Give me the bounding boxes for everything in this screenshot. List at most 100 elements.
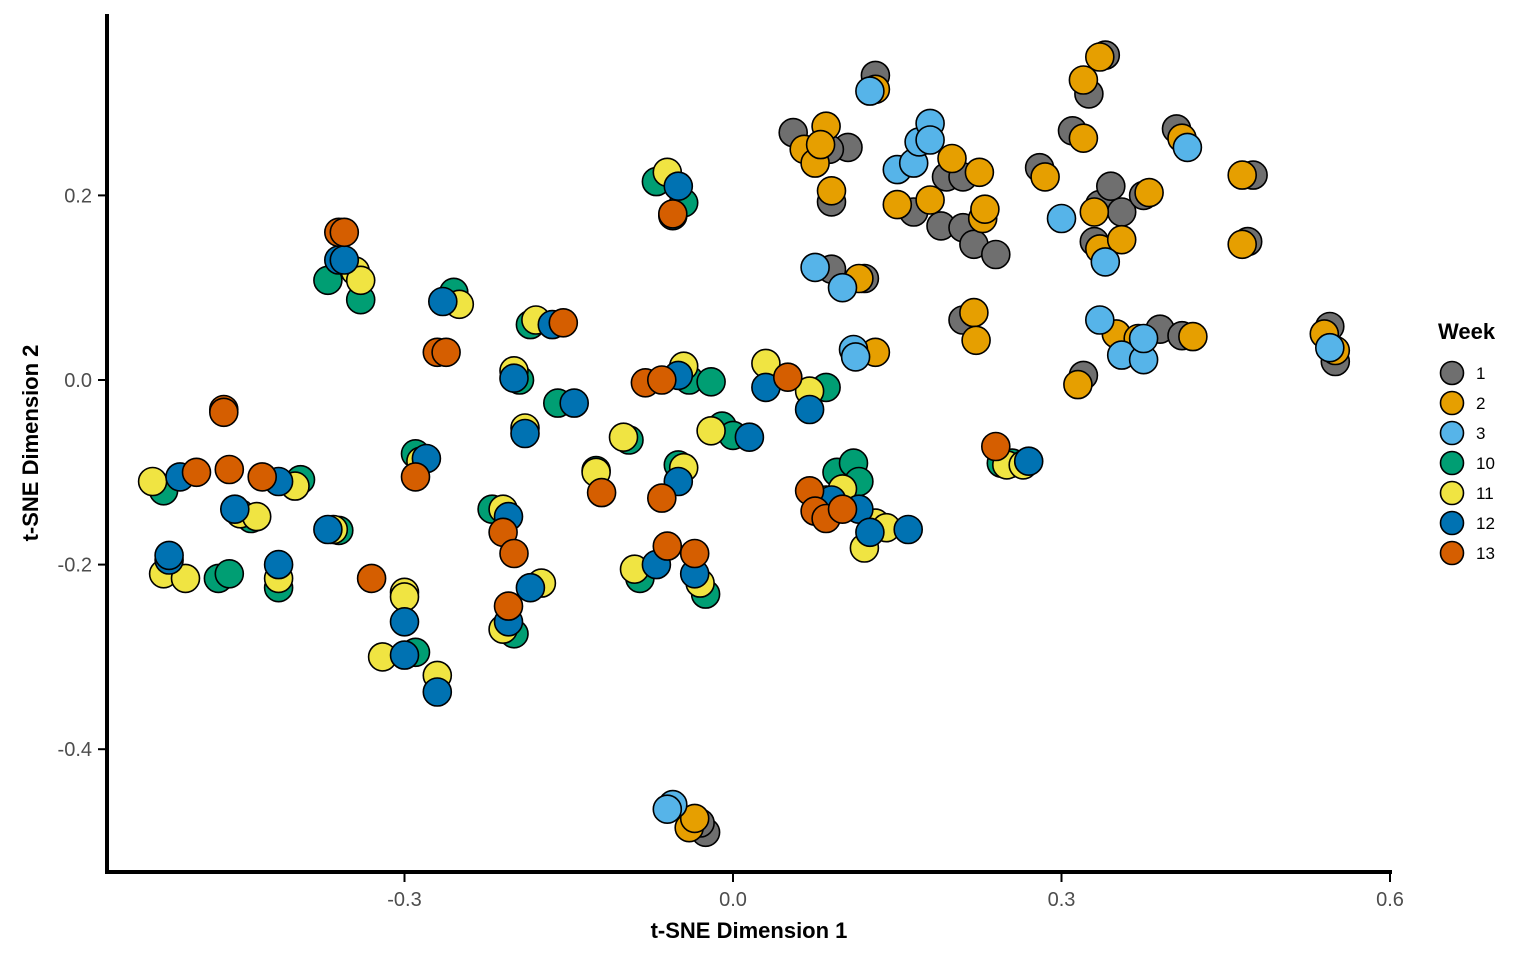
data-point-week-10 [214,558,245,589]
data-point-week-13 [980,431,1011,462]
data-point-week-2 [959,297,989,328]
data-point-week-13 [209,397,239,428]
data-point-week-11 [608,422,639,453]
data-point-week-2 [882,189,913,220]
data-point-week-12 [154,540,184,571]
legend-title: Week [1438,319,1496,344]
legend-label-week-11: 11 [1476,484,1494,503]
data-point-week-12 [734,422,765,453]
data-point-week-3 [800,252,830,283]
legend-key-week-12 [1439,510,1465,536]
data-point-week-1 [1096,171,1126,201]
data-point-week-2 [1063,369,1093,400]
data-point-week-2 [816,176,847,206]
legend-label-week-2: 2 [1476,394,1485,413]
data-point-week-3 [1128,323,1159,354]
data-point-week-12 [263,549,294,580]
data-point-week-13 [652,531,683,561]
x-tick-label: 0.6 [1376,889,1404,911]
data-point-week-12 [329,245,360,275]
points-layer [137,40,1351,848]
data-point-week-12 [855,517,885,548]
legend-key-week-3 [1439,420,1465,446]
data-point-week-13 [646,365,677,395]
data-point-week-13 [247,462,278,492]
data-point-week-12 [559,388,590,418]
data-point-week-13 [400,462,431,492]
data-point-week-13 [493,591,524,621]
data-point-week-2 [1106,224,1137,255]
data-point-week-12 [422,677,453,707]
legend-label-week-1: 1 [1476,364,1485,383]
data-point-week-2 [1178,321,1208,352]
data-point-week-13 [679,538,710,569]
data-point-week-12 [313,514,343,545]
legend-key-week-1 [1439,360,1465,386]
data-point-week-12 [663,171,694,201]
data-point-week-13 [214,454,245,485]
data-point-week-11 [137,466,168,497]
data-point-week-2 [1227,229,1257,260]
data-point-week-12 [389,606,420,637]
data-point-week-11 [345,265,376,296]
data-point-week-13 [499,538,529,569]
data-point-week-3 [827,272,858,303]
data-point-week-12 [427,286,458,317]
data-point-week-2 [805,129,836,160]
x-ticks: -0.3 0.0 0.3 0.6 [387,874,1404,911]
data-point-week-12 [499,363,529,394]
data-point-week-13 [356,563,387,594]
data-point-week-2 [1068,123,1099,153]
data-point-week-2 [1030,162,1060,192]
legend-key-week-11 [1439,480,1465,506]
data-point-week-12 [1013,446,1044,477]
data-point-week-13 [329,217,360,248]
data-point-week-2 [1227,160,1257,190]
data-point-week-12 [794,394,825,425]
data-point-week-2 [1134,177,1164,208]
data-point-week-3 [1085,305,1115,335]
y-axis-title: t-SNE Dimension 2 [18,345,43,542]
data-point-week-3 [1046,203,1077,234]
data-point-week-1 [980,239,1011,270]
data-point-week-13 [586,477,617,508]
data-point-week-3 [1172,132,1203,163]
legend-key-week-2 [1439,390,1465,416]
y-tick-label: -0.2 [58,555,92,577]
data-point-week-11 [389,582,420,612]
legend-key-week-10 [1439,450,1465,476]
data-point-week-12 [220,494,250,525]
data-point-week-2 [1079,197,1110,227]
x-tick-label: -0.3 [387,889,421,911]
y-tick-label: 0.0 [64,370,92,392]
data-point-week-2 [961,325,991,356]
data-point-week-13 [827,494,858,525]
data-point-week-13 [548,307,579,338]
data-point-week-13 [181,457,212,488]
data-point-week-2 [915,185,945,215]
x-axis-title: t-SNE Dimension 1 [651,918,848,943]
data-point-week-12 [893,514,924,545]
data-point-week-12 [515,572,546,603]
data-point-week-2 [679,803,710,834]
data-point-week-13 [646,483,677,513]
legend-label-week-3: 3 [1476,424,1485,443]
data-point-week-3 [840,342,871,372]
data-point-week-13 [657,199,688,229]
x-tick-label: 0.0 [719,889,747,911]
legend-label-week-10: 10 [1476,454,1495,473]
legend-label-week-12: 12 [1476,514,1495,533]
data-point-week-13 [772,362,803,393]
data-point-week-13 [431,337,461,368]
data-point-week-12 [510,418,540,449]
data-point-week-11 [696,415,726,446]
y-ticks: -0.4 -0.2 0.0 0.2 [58,185,105,761]
legend-key-week-13 [1439,540,1465,566]
data-point-week-2 [964,157,995,188]
data-point-week-3 [652,794,683,825]
legend-label-week-13: 13 [1476,544,1495,563]
x-tick-label: 0.3 [1048,889,1076,911]
data-point-week-12 [389,640,420,670]
